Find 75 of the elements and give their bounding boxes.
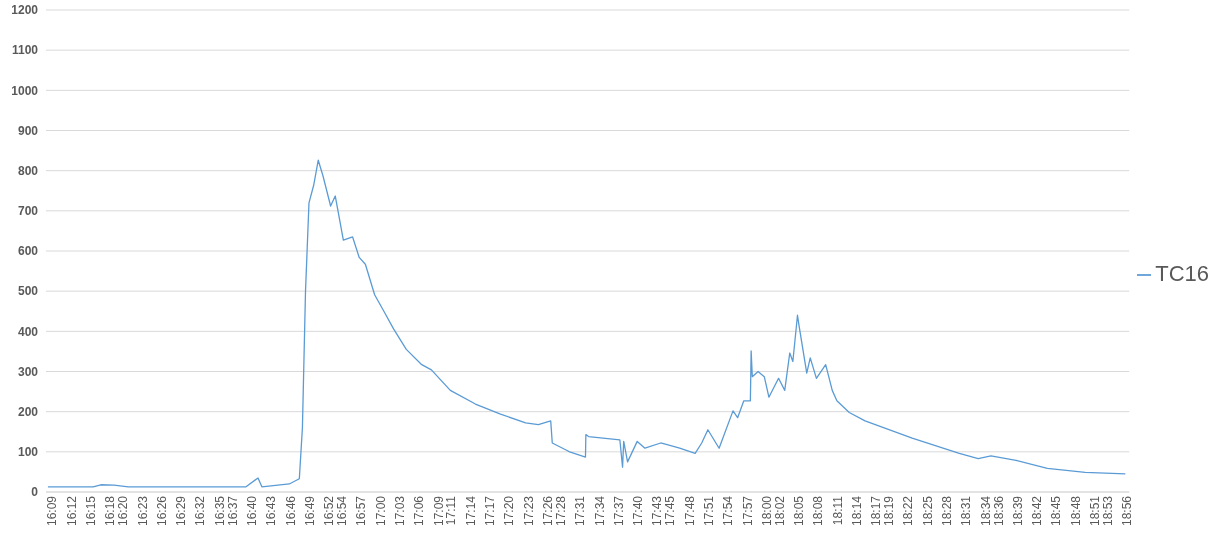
x-tick-label: 17:54 <box>721 495 736 527</box>
line-series <box>47 159 1126 488</box>
x-tick-label: 17:31 <box>573 495 588 527</box>
y-tick-label: 500 <box>17 284 39 299</box>
y-tick-label: 1100 <box>11 43 39 58</box>
x-tick-label: 18:17 <box>869 495 884 527</box>
x-tick-label: 18:53 <box>1100 495 1115 527</box>
x-tick-label: 17:43 <box>650 495 665 527</box>
legend-label: TC16 <box>1155 261 1209 286</box>
x-tick-label: 16:52 <box>322 495 337 527</box>
y-tick-label: 600 <box>17 244 39 259</box>
x-tick-label: 16:20 <box>116 495 131 527</box>
x-tick-label: 17:06 <box>412 495 427 527</box>
x-tick-label: 18:45 <box>1049 495 1064 527</box>
y-tick-label: 300 <box>17 364 39 379</box>
y-tick-label: 200 <box>17 404 39 419</box>
x-tick-label: 17:17 <box>483 495 498 527</box>
x-tick-label: 16:37 <box>225 495 240 527</box>
x-tick-label: 18:19 <box>882 495 897 527</box>
x-tick-label: 18:42 <box>1030 495 1045 527</box>
x-tick-label: 16:54 <box>335 495 350 527</box>
x-tick-label: 18:34 <box>978 495 993 527</box>
y-tick-label: 400 <box>17 324 39 339</box>
x-tick-label: 17:40 <box>631 495 646 527</box>
x-tick-label: 17:37 <box>611 495 626 527</box>
x-tick-label: 17:45 <box>663 495 678 527</box>
x-tick-label: 17:09 <box>431 495 446 527</box>
x-tick-label: 18:11 <box>830 495 845 526</box>
y-tick-label: 800 <box>17 163 39 178</box>
x-tick-label: 18:00 <box>759 495 774 527</box>
x-tick-label: 16:29 <box>174 495 189 527</box>
x-tick-label: 16:15 <box>84 495 99 527</box>
x-tick-label: 16:43 <box>264 495 279 527</box>
y-tick-label: 900 <box>17 123 39 138</box>
x-tick-label: 17:14 <box>463 495 478 527</box>
x-tick-label: 18:14 <box>849 495 864 527</box>
y-tick-label: 0 <box>31 485 39 500</box>
x-tick-label: 18:56 <box>1120 495 1135 527</box>
x-tick-label: 18:39 <box>1010 495 1025 527</box>
x-tick-label: 17:57 <box>740 495 755 527</box>
x-tick-label: 17:28 <box>553 495 568 527</box>
x-tick-label: 17:48 <box>682 495 697 527</box>
x-tick-label: 17:23 <box>521 495 536 527</box>
x-tick-label: 18:31 <box>959 495 974 527</box>
x-tick-label: 17:34 <box>592 495 607 527</box>
x-tick-label: 16:18 <box>103 495 118 527</box>
x-tick-label: 16:12 <box>64 495 79 527</box>
y-tick-label: 1200 <box>11 3 39 18</box>
x-tick-label: 18:05 <box>792 495 807 527</box>
x-tick-label: 18:36 <box>991 495 1006 527</box>
y-tick-label: 700 <box>17 204 39 219</box>
x-tick-label: 17:00 <box>373 495 388 527</box>
x-tick-label: 17:51 <box>701 495 716 527</box>
x-tick-label: 16:23 <box>135 495 150 527</box>
x-tick-label: 17:11 <box>444 495 459 526</box>
x-tick-label: 18:51 <box>1088 495 1103 527</box>
x-tick-label: 16:35 <box>212 495 227 527</box>
x-tick-label: 16:46 <box>283 495 298 527</box>
x-tick-label: 18:22 <box>901 495 916 527</box>
x-tick-label: 18:02 <box>772 495 787 527</box>
x-tick-label: 16:26 <box>154 495 169 527</box>
x-tick-label: 18:28 <box>940 495 955 527</box>
y-tick-label: 100 <box>17 445 39 460</box>
x-tick-label: 16:32 <box>193 495 208 527</box>
x-tick-label: 18:08 <box>811 495 826 527</box>
y-tick-label: 1000 <box>11 83 39 98</box>
x-tick-label: 17:20 <box>502 495 517 527</box>
x-tick-label: 17:26 <box>541 495 556 527</box>
x-tick-label: 16:09 <box>45 495 60 527</box>
x-tick-label: 18:25 <box>920 495 935 527</box>
x-tick-label: 16:40 <box>244 495 259 527</box>
x-tick-label: 17:03 <box>393 495 407 527</box>
x-tick-label: 16:57 <box>354 495 369 527</box>
x-tick-label: 18:48 <box>1068 495 1083 527</box>
x-tick-label: 16:49 <box>302 495 317 527</box>
